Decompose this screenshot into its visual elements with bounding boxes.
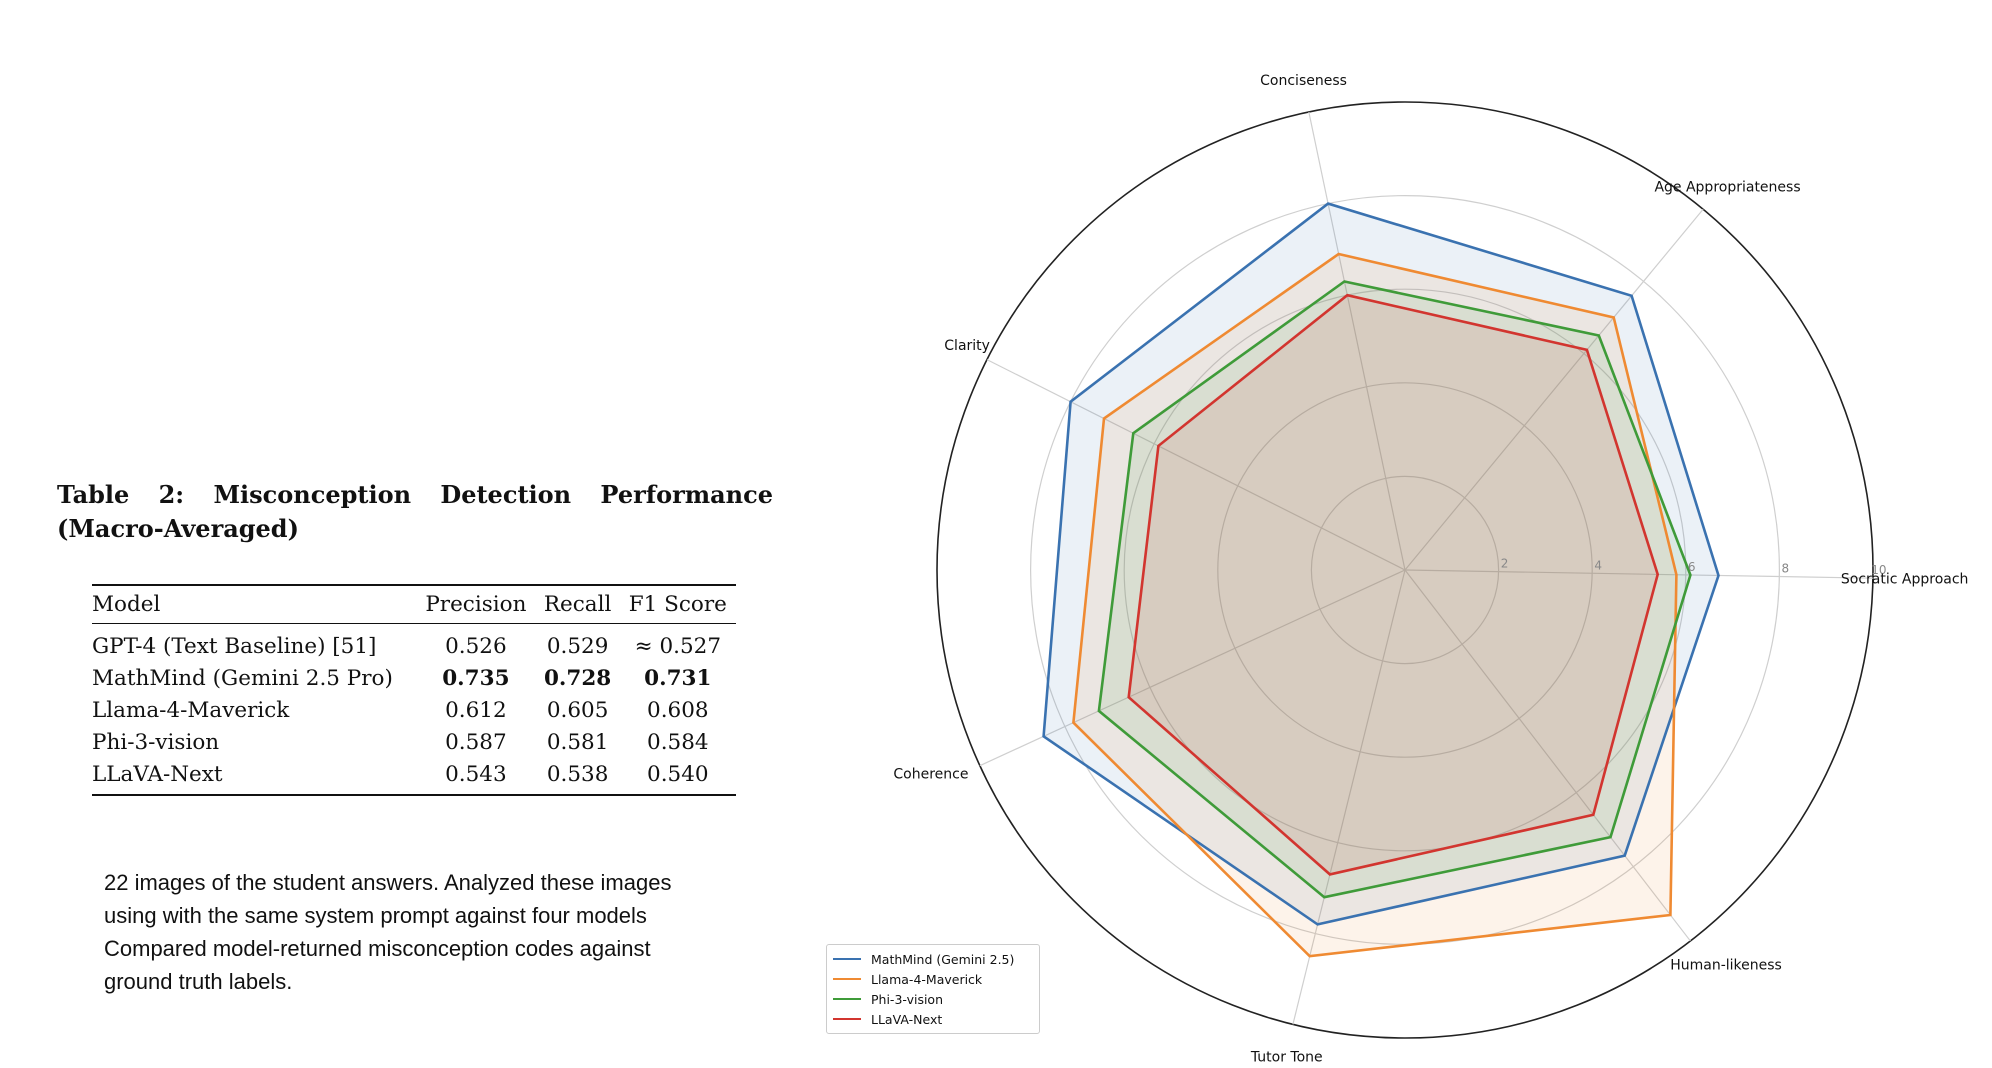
radial-tick-label: 2 — [1501, 557, 1509, 571]
series-fill-2 — [1098, 281, 1691, 898]
cell-recall: 0.538 — [546, 761, 609, 787]
cell-f1: 0.584 — [647, 729, 709, 755]
radar-outer-ring — [936, 101, 1874, 1039]
legend-item: LLaVA-Next — [833, 1009, 1031, 1029]
radar-spoke — [979, 569, 1406, 767]
table-header-row: Model Precision Recall F1 Score — [92, 585, 736, 624]
radial-tick-label: 10 — [1871, 563, 1886, 577]
column-header-f1: F1 Score — [619, 585, 736, 624]
table-row: GPT-4 (Text Baseline) [51] 0.526 0.529 ≈… — [92, 624, 736, 663]
cell-model: GPT-4 (Text Baseline) [51] — [92, 633, 377, 659]
series-fill-0 — [1043, 203, 1719, 925]
cell-f1: 0.731 — [644, 665, 712, 691]
cell-recall: 0.529 — [546, 633, 609, 659]
axis-label-conciseness: Conciseness — [1260, 73, 1347, 89]
legend-label: Llama-4-Maverick — [871, 971, 983, 987]
axis-label-age-appropriateness: Age Appropriateness — [1654, 179, 1800, 195]
table-row: Phi-3-vision 0.587 0.581 0.584 — [92, 726, 736, 758]
legend-label: MathMind (Gemini 2.5) — [871, 951, 1015, 967]
cell-precision: 0.587 — [445, 729, 507, 755]
radar-series — [1042, 202, 1720, 958]
radial-tick-label: 4 — [1594, 558, 1602, 572]
legend-swatch — [833, 978, 861, 980]
radar-spoke — [1404, 569, 1873, 579]
radial-tick-label: 6 — [1688, 560, 1696, 574]
table-title: Table 2: Misconception Detection Perform… — [57, 480, 773, 543]
legend-label: Phi-3-vision — [871, 991, 943, 1007]
cell-f1: 0.540 — [647, 761, 709, 787]
legend-item: MathMind (Gemini 2.5) — [833, 949, 1031, 969]
radar-spoke — [1292, 569, 1406, 1025]
series-line-1 — [1072, 252, 1678, 958]
cell-recall: 0.581 — [546, 729, 609, 755]
legend-item: Llama-4-Maverick — [833, 969, 1031, 989]
series-line-0 — [1042, 202, 1720, 926]
radar-spoke — [986, 359, 1406, 571]
cell-precision: 0.526 — [445, 633, 507, 659]
legend-swatch — [833, 958, 861, 960]
series-line-3 — [1127, 293, 1660, 876]
table-row: MathMind (Gemini 2.5 Pro) 0.735 0.728 0.… — [92, 662, 736, 694]
cell-model: MathMind (Gemini 2.5 Pro) — [92, 665, 393, 691]
column-header-recall: Recall — [535, 585, 620, 624]
legend-label: LLaVA-Next — [871, 1011, 943, 1027]
cell-precision: 0.612 — [445, 697, 507, 723]
cell-model: Phi-3-vision — [92, 729, 220, 755]
axis-label-socratic-approach: Socratic Approach — [1841, 572, 1969, 588]
legend-swatch — [833, 998, 861, 1000]
radar-grid — [936, 101, 1874, 1039]
radar-spoke — [1308, 111, 1406, 571]
cell-f1: 0.608 — [647, 697, 709, 723]
axis-label-clarity: Clarity — [944, 338, 990, 354]
axis-label-human-likeness: Human-likeness — [1670, 957, 1782, 973]
column-header-precision: Precision — [416, 585, 536, 624]
cell-model: Llama-4-Maverick — [92, 697, 290, 723]
axis-label-coherence: Coherence — [893, 766, 968, 782]
radar-grid-circle — [1310, 475, 1500, 665]
legend-item: Phi-3-vision — [833, 989, 1031, 1009]
cell-recall: 0.605 — [546, 697, 609, 723]
cell-precision: 0.543 — [445, 761, 507, 787]
table-block: Table 2: Misconception Detection Perform… — [57, 478, 773, 796]
series-fill-3 — [1128, 295, 1658, 875]
column-header-model: Model — [92, 585, 417, 624]
cell-f1: ≈ 0.527 — [634, 633, 721, 659]
performance-table: Model Precision Recall F1 Score GPT-4 (T… — [92, 584, 736, 796]
radar-spoke — [1404, 569, 1691, 942]
cell-model: LLaVA-Next — [92, 761, 223, 787]
chart-legend: MathMind (Gemini 2.5) Llama-4-Maverick Phi… — [826, 944, 1040, 1034]
radar-grid-circle — [1123, 288, 1687, 852]
cell-recall: 0.728 — [543, 665, 612, 691]
radar-spoke — [1404, 208, 1704, 571]
series-line-2 — [1097, 280, 1692, 899]
axis-label-tutor-tone: Tutor Tone — [1250, 1049, 1323, 1065]
radar-grid-circle — [1217, 382, 1593, 758]
table-row: Llama-4-Maverick 0.612 0.605 0.608 — [92, 694, 736, 726]
table-row: LLaVA-Next 0.543 0.538 0.540 — [92, 758, 736, 795]
cell-precision: 0.735 — [442, 665, 510, 691]
description-text: 22 images of the student answers. Analyz… — [104, 870, 672, 994]
radial-tick-label: 8 — [1782, 562, 1790, 576]
legend-swatch — [833, 1018, 861, 1020]
